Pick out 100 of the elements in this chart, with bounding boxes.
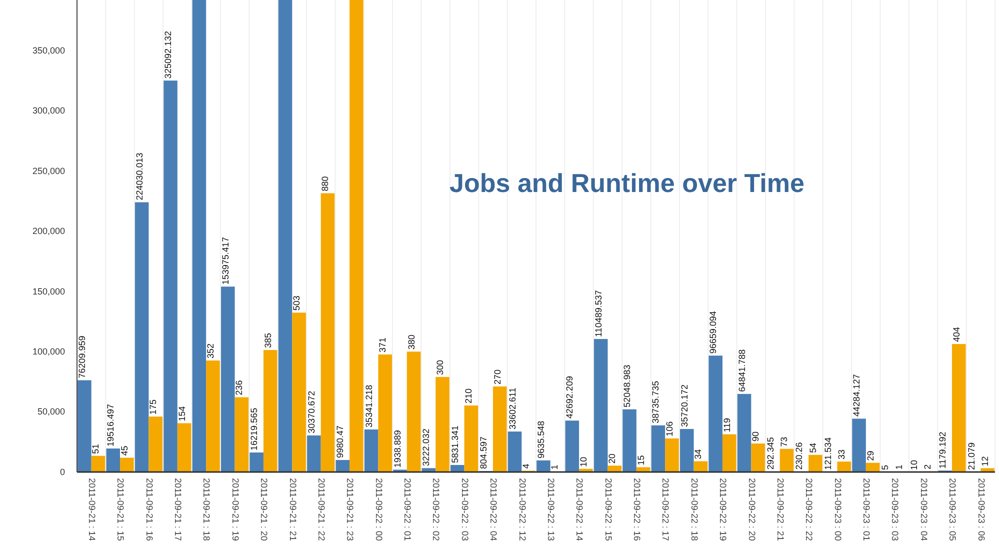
- x-tick-label: 2011-09-22 : 19: [718, 478, 728, 541]
- data-label: 371: [378, 337, 388, 352]
- data-label: 292.345: [765, 437, 776, 470]
- x-tick-label: 2011-09-22 : 04: [488, 478, 499, 541]
- data-label: 119: [722, 418, 732, 432]
- data-label: 300: [434, 360, 445, 375]
- data-label: 1179.192: [938, 432, 948, 469]
- data-label: 21.079: [966, 442, 976, 470]
- data-label: 10: [578, 456, 588, 467]
- data-label: 404: [951, 326, 962, 342]
- data-label: 106: [664, 421, 674, 436]
- y-tick-label: 100,000: [32, 346, 65, 356]
- x-tick-label: 2011-09-22 : 03: [460, 478, 470, 541]
- data-label: 385: [262, 333, 273, 348]
- x-tick-label: 2011-09-21 : 15: [116, 478, 126, 541]
- data-label: 2: [922, 464, 933, 470]
- data-label: 154: [176, 406, 187, 422]
- data-label: 90: [750, 431, 761, 442]
- data-label: 12: [980, 456, 990, 466]
- data-label: 210: [464, 388, 474, 404]
- data-label: 153975.417: [220, 237, 230, 285]
- data-label: 1: [550, 464, 560, 470]
- data-label: 230.26: [794, 442, 804, 470]
- data-label: 19516.497: [106, 404, 116, 446]
- data-label: 30370.672: [306, 390, 316, 434]
- x-tick-label: 2011-09-23 : 00: [832, 478, 843, 541]
- x-tick-label: 2011-09-22 : 15: [603, 478, 614, 541]
- data-label: 5: [880, 464, 890, 470]
- y-tick-label: 250,000: [32, 166, 65, 176]
- data-label: 64841.788: [736, 349, 747, 392]
- y-tick-label: 200,000: [32, 226, 65, 236]
- data-label: 236: [234, 380, 244, 396]
- data-label: 5831.341: [450, 425, 460, 463]
- data-label: 4: [521, 464, 532, 469]
- x-tick-label: 2011-09-23 : 06: [976, 478, 986, 541]
- x-tick-label: 2011-09-22 : 20: [746, 478, 757, 541]
- x-tick-label: 2011-09-22 : 21: [775, 478, 786, 541]
- y-tick-label: 350,000: [32, 45, 65, 56]
- data-label: 51: [90, 444, 101, 454]
- x-tick-label: 2011-09-21 : 14: [86, 478, 97, 541]
- x-tick-label: 2011-09-21 : 19: [230, 478, 240, 541]
- x-tick-label: 2011-09-23 : 01: [862, 478, 872, 541]
- x-tick-label: 2011-09-21 : 20: [259, 478, 270, 541]
- x-tick-label: 2011-09-21 : 22: [316, 478, 326, 541]
- data-label: 29: [865, 450, 876, 461]
- data-label: 10: [908, 460, 919, 470]
- data-label: 73: [779, 436, 790, 447]
- x-tick-label: 2011-09-22 : 01: [402, 478, 413, 541]
- data-label: 34: [693, 449, 704, 460]
- data-label: 380: [406, 334, 416, 350]
- data-label: 9980.47: [335, 425, 346, 458]
- x-tick-label: 2011-09-22 : 02: [431, 478, 442, 541]
- x-tick-label: 2011-09-22 : 17: [660, 478, 671, 541]
- x-tick-label: 2011-09-21 : 23: [345, 478, 356, 541]
- data-label: 96659.094: [708, 311, 718, 354]
- data-label: 1: [894, 464, 904, 470]
- data-label: 35720.172: [679, 384, 690, 427]
- data-label: 33: [836, 450, 847, 460]
- x-tick-label: 2011-09-22 : 16: [632, 478, 642, 541]
- data-label: 38735.735: [650, 380, 661, 424]
- y-tick-label: 50,000: [37, 406, 65, 417]
- data-label: 270: [492, 369, 502, 384]
- data-label: 175: [148, 400, 158, 415]
- x-tick-label: 2011-09-21 : 21: [288, 478, 298, 541]
- data-label: 52048.983: [622, 364, 632, 408]
- text: Jobs and Runtime over Time: [450, 168, 804, 198]
- data-label: 16219.565: [249, 408, 260, 450]
- x-tick-label: 2011-09-22 : 14: [574, 478, 585, 541]
- x-tick-label: 2011-09-21 : 18: [202, 478, 212, 541]
- data-label: 54: [808, 442, 818, 453]
- data-label: 352: [205, 343, 216, 358]
- data-label: 9635.548: [536, 420, 546, 458]
- data-label: 76209.959: [76, 336, 87, 378]
- data-label: 224030.013: [134, 152, 144, 200]
- x-tick-label: 2011-09-22 : 13: [546, 478, 556, 541]
- data-label: 20: [607, 454, 618, 464]
- data-label: 121.534: [822, 437, 833, 470]
- data-label: 33602.611: [507, 388, 518, 430]
- data-label: 1938.889: [392, 430, 403, 468]
- x-tick-label: 2011-09-22 : 12: [517, 478, 528, 541]
- y-tick-label: 0: [60, 466, 65, 477]
- x-tick-label: 2011-09-23 : 04: [918, 478, 929, 541]
- y-tick-label: 300,000: [32, 106, 65, 116]
- data-label: 45: [119, 446, 130, 456]
- data-label: 15: [636, 455, 646, 466]
- data-label: 3222.032: [421, 428, 432, 466]
- data-label: 42692.209: [564, 376, 575, 419]
- x-tick-label: 2011-09-22 : 22: [804, 478, 814, 541]
- x-tick-label: 2011-09-23 : 05: [948, 478, 958, 541]
- x-tick-label: 2011-09-22 : 18: [689, 478, 700, 541]
- data-label: 503: [292, 296, 302, 311]
- data-label: 325092.132: [163, 31, 174, 79]
- data-label: 110489.537: [593, 290, 604, 337]
- x-tick-label: 2011-09-23 : 03: [890, 478, 900, 541]
- y-tick-label: 150,000: [32, 286, 65, 296]
- x-tick-label: 2011-09-21 : 17: [173, 478, 184, 541]
- data-label: 804.597: [478, 436, 489, 470]
- x-tick-label: 2011-09-21 : 16: [144, 478, 154, 541]
- data-label: 880: [320, 176, 330, 192]
- x-tick-label: 2011-09-22 : 00: [374, 478, 384, 541]
